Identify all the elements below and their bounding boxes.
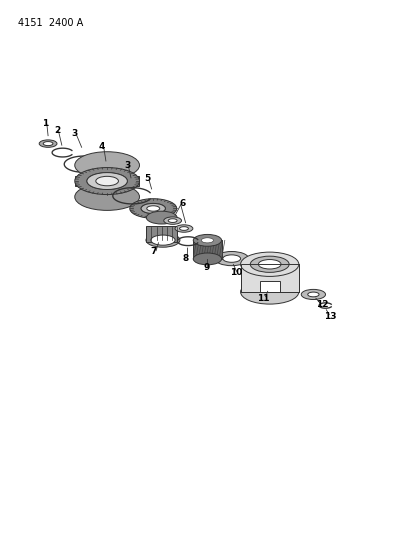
Ellipse shape [146, 211, 177, 224]
Ellipse shape [96, 176, 118, 186]
Ellipse shape [39, 140, 57, 147]
Text: 8: 8 [182, 254, 189, 263]
Text: 6: 6 [179, 199, 185, 208]
Polygon shape [193, 240, 221, 259]
Ellipse shape [179, 227, 188, 230]
Text: 9: 9 [203, 263, 209, 272]
Ellipse shape [87, 173, 127, 190]
Polygon shape [259, 264, 279, 275]
Ellipse shape [168, 219, 177, 222]
Ellipse shape [151, 235, 175, 245]
Ellipse shape [175, 225, 192, 232]
Text: 3: 3 [72, 129, 78, 138]
Polygon shape [74, 176, 139, 186]
Text: 7: 7 [151, 247, 157, 256]
Ellipse shape [214, 252, 248, 265]
Ellipse shape [249, 256, 288, 272]
Text: 1: 1 [42, 118, 48, 127]
Ellipse shape [240, 252, 298, 277]
Text: 4151  2400 A: 4151 2400 A [18, 18, 83, 28]
Ellipse shape [307, 292, 318, 297]
Polygon shape [259, 281, 279, 292]
Ellipse shape [222, 255, 240, 262]
Text: 11: 11 [256, 294, 269, 303]
Ellipse shape [193, 235, 221, 246]
Ellipse shape [163, 217, 181, 224]
Ellipse shape [74, 183, 139, 211]
Ellipse shape [87, 173, 127, 190]
Polygon shape [240, 264, 298, 292]
Text: 3: 3 [124, 161, 130, 169]
Text: 10: 10 [230, 268, 242, 277]
Text: 12: 12 [315, 300, 328, 309]
Ellipse shape [146, 233, 180, 247]
Ellipse shape [201, 238, 213, 243]
Ellipse shape [193, 253, 221, 265]
Ellipse shape [74, 167, 139, 195]
Ellipse shape [141, 204, 165, 214]
Polygon shape [146, 225, 177, 242]
Ellipse shape [130, 199, 176, 219]
Text: 5: 5 [144, 174, 151, 183]
Ellipse shape [258, 260, 280, 269]
Ellipse shape [43, 142, 53, 146]
Ellipse shape [240, 280, 298, 304]
Ellipse shape [141, 204, 165, 214]
Ellipse shape [74, 152, 139, 179]
Ellipse shape [301, 289, 325, 300]
Text: 4: 4 [99, 142, 105, 151]
Ellipse shape [146, 206, 160, 211]
Text: 2: 2 [54, 126, 60, 135]
Text: 13: 13 [324, 312, 336, 320]
